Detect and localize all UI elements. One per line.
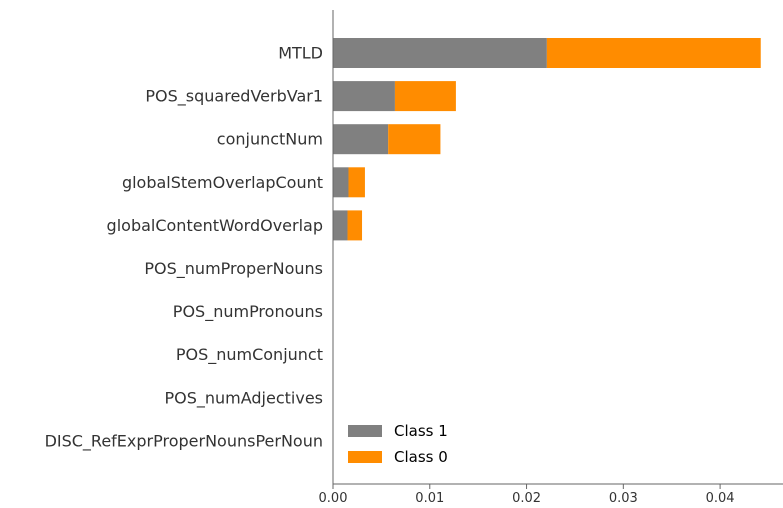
category-label: globalStemOverlapCount — [122, 173, 323, 192]
bar-segment — [333, 124, 389, 155]
category-label: globalContentWordOverlap — [107, 216, 323, 235]
bar-segment — [333, 81, 395, 112]
legend-swatch — [348, 451, 382, 463]
legend-label: Class 1 — [394, 422, 448, 440]
bars-layer — [333, 38, 761, 241]
bar-segment — [348, 167, 365, 198]
category-label: DISC_RefExprProperNounsPerNoun — [45, 431, 323, 451]
bar-segment — [394, 81, 456, 112]
x-tick-label: 0.03 — [609, 491, 638, 506]
bar-segment — [333, 210, 348, 241]
x-tick-label: 0.04 — [706, 491, 735, 506]
bar-segment — [388, 124, 441, 155]
x-tick-label: 0.00 — [319, 491, 348, 506]
bar-segment — [546, 38, 761, 68]
bar-segment — [333, 167, 349, 198]
x-ticks: 0.00 0.01 0.02 0.03 0.04 — [319, 484, 735, 506]
category-label: POS_numPronouns — [173, 302, 323, 322]
category-label: MTLD — [278, 44, 323, 63]
category-label: POS_numConjunct — [176, 345, 323, 365]
bar-segment — [333, 38, 547, 68]
category-label: POS_squaredVerbVar1 — [145, 87, 323, 107]
category-labels: MTLD POS_squaredVerbVar1 conjunctNum global… — [45, 44, 323, 452]
category-label: POS_numProperNouns — [144, 259, 323, 279]
x-tick-label: 0.02 — [512, 491, 541, 506]
category-label: POS_numAdjectives — [164, 388, 323, 408]
x-tick-label: 0.01 — [415, 491, 444, 506]
legend-swatch — [348, 425, 382, 437]
category-label: conjunctNum — [217, 130, 323, 149]
legend: Class 1 Class 0 — [348, 422, 448, 466]
legend-label: Class 0 — [394, 448, 448, 466]
bar-segment — [347, 210, 363, 241]
